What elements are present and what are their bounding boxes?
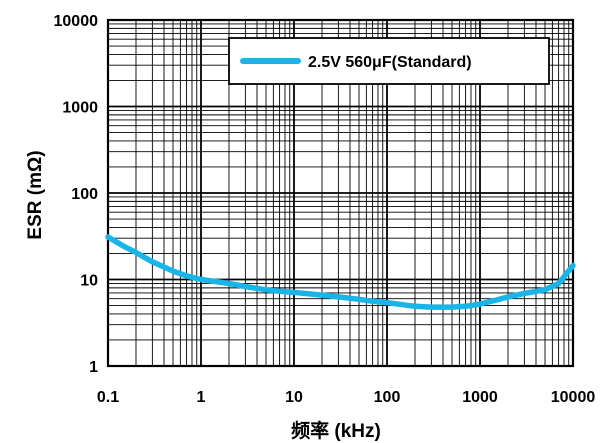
x-tick-label: 10000: [551, 389, 596, 406]
y-tick-labels: 1 10 100 1000 10000: [54, 13, 99, 376]
x-tick-label: 100: [374, 389, 401, 406]
x-tick-label: 1: [197, 389, 206, 406]
y-tick-label: 1: [89, 359, 98, 376]
grid: [107, 20, 573, 367]
x-tick-label: 1000: [462, 389, 498, 406]
legend-label: 2.5V 560μF(Standard): [308, 54, 472, 71]
x-tick-labels: 0.1 1 10 100 1000 10000: [97, 389, 595, 406]
legend: 2.5V 560μF(Standard): [228, 37, 550, 85]
plot-frame: [106, 18, 575, 368]
series-line-0: [105, 234, 576, 310]
y-tick-label: 1000: [62, 100, 98, 117]
y-tick-label: 100: [71, 186, 98, 203]
x-tick-label: 10: [285, 389, 303, 406]
x-axis-title: 频率 (kHz): [291, 419, 381, 442]
x-tick-label: 0.1: [97, 389, 119, 406]
series-group: [105, 234, 576, 310]
y-tick-label: 10000: [54, 13, 99, 30]
y-axis-title: ESR (mΩ): [25, 150, 46, 239]
y-tick-label: 10: [80, 273, 98, 290]
